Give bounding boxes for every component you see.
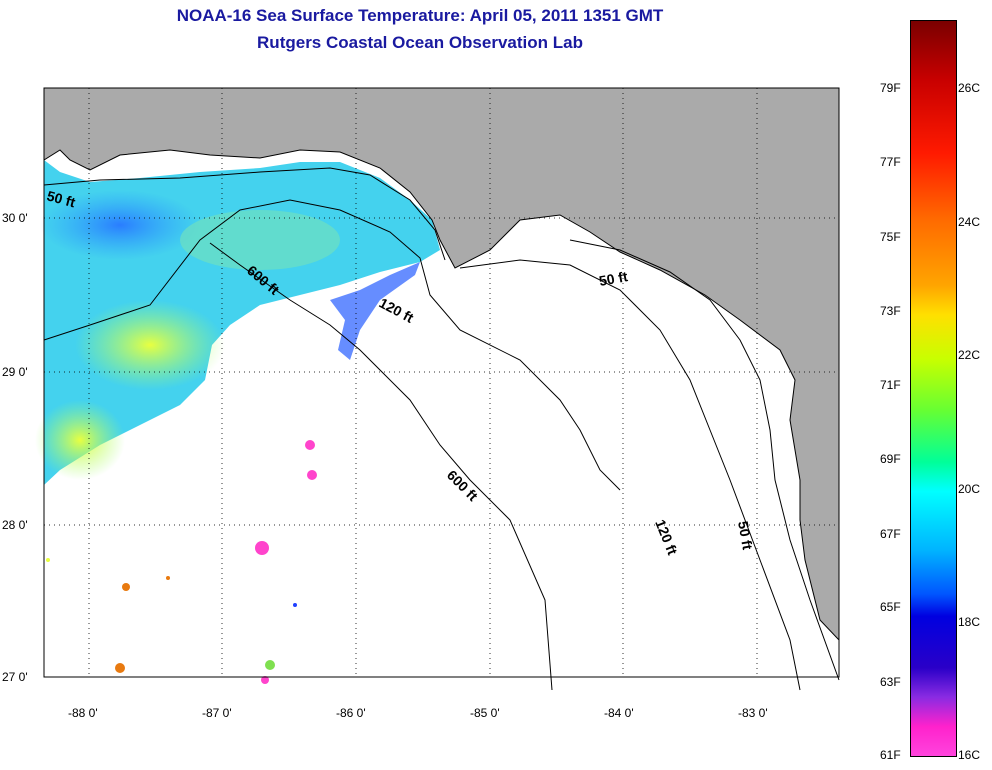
contour-50ft-east [569,239,840,681]
colorbar-f-label: 65F [880,600,901,614]
contour-label: 50 ft [45,187,77,210]
colorbar-c-label: 20C [958,482,981,496]
longitude-label: -86 0' [336,706,366,720]
map-subtitle: Rutgers Coastal Ocean Observation Lab [257,33,583,52]
contour-600ft [209,242,553,691]
sst-cool-fringe [330,262,420,360]
colorbar-f-label: 79F [880,81,901,95]
colorbar-c-label: 18C [958,615,981,629]
contour-label: 50 ft [598,268,629,289]
colorbar-f-label: 71F [880,378,901,392]
longitude-label: -87 0' [202,706,232,720]
longitude-label: -88 0' [68,706,98,720]
map-frame [43,87,840,678]
contour-120ft-west [43,199,621,491]
sst-warm-patch-south [35,400,125,480]
colorbar-f-label: 63F [880,675,901,689]
land-mass [43,87,840,642]
latitude-label: 28 0' [2,518,28,532]
bathymetry-contours [43,167,840,691]
colorbar-f-label: 69F [880,452,901,466]
colorbar-c-label: 16C [958,748,981,762]
latitude-label: 27 0' [2,670,28,684]
latitude-label: 30 0' [2,211,28,225]
sst-warm-band [180,210,340,270]
colorbar-c-label: 24C [958,215,981,229]
colorbar-f-label: 75F [880,230,901,244]
longitude-label: -85 0' [470,706,500,720]
contour-120ft-east [459,259,801,691]
colorbar-f-label: 73F [880,304,901,318]
colorbar-f-label: 77F [880,155,901,169]
colorbar-f-label: 61F [880,748,901,762]
colorbar-f-label: 67F [880,527,901,541]
map-title: NOAA-16 Sea Surface Temperature: April 0… [176,6,664,25]
longitude-label: -84 0' [604,706,634,720]
graticule [44,88,839,677]
sst-warm-patch [75,300,225,390]
colorbar-c-label: 22C [958,348,981,362]
contour-50ft-west [43,167,446,261]
sst-scattered-pixels [46,440,317,684]
longitude-label: -83 0' [738,706,768,720]
temperature-colorbar [910,20,957,757]
colorbar-c-label: 26C [958,81,981,95]
sst-cool-patch [40,190,200,260]
contour-label: 50 ft [735,520,756,551]
latitude-label: 29 0' [2,365,28,379]
